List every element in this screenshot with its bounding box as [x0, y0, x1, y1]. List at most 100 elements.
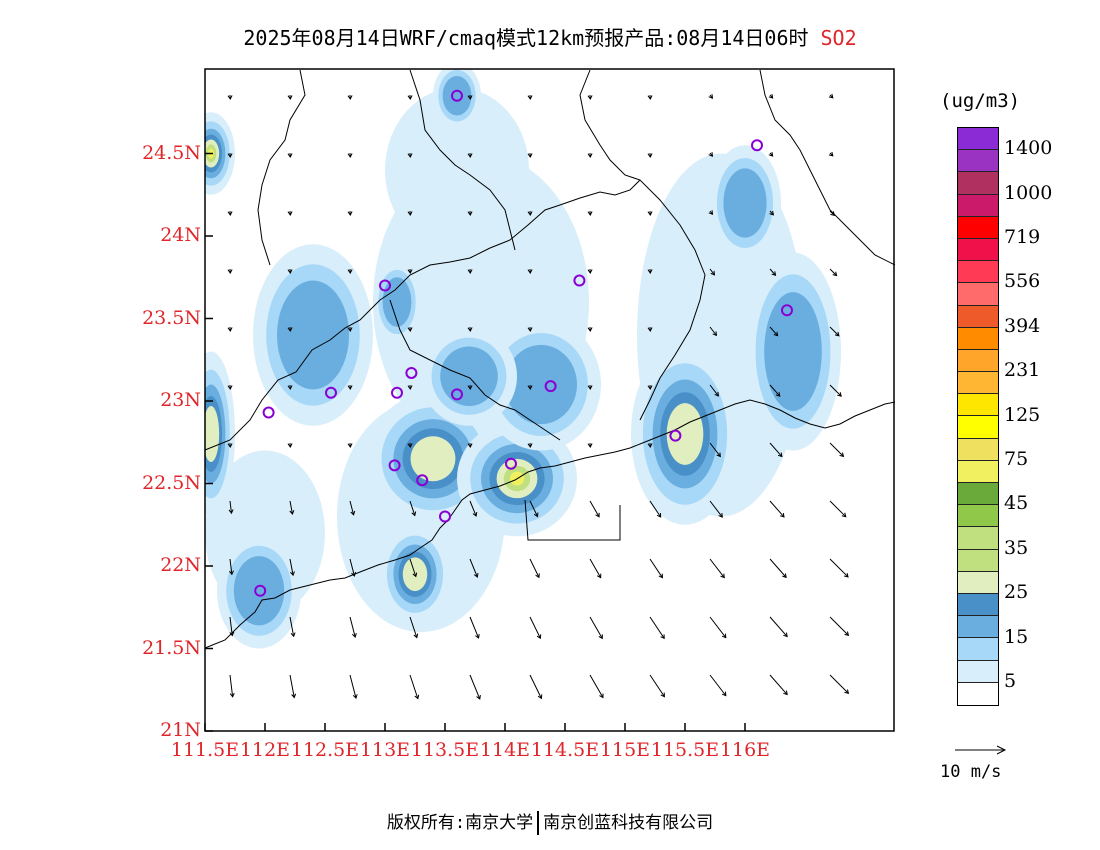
wind-arrow [289, 558, 295, 577]
wind-arrow [768, 151, 774, 157]
legend-level-label: 394 [1004, 314, 1041, 337]
wind-arrow [527, 442, 533, 448]
legend-swatch [958, 416, 998, 439]
wind-arrow [829, 558, 849, 578]
legend-swatch [958, 527, 998, 550]
legend-level-label: 35 [1004, 536, 1029, 559]
wind-arrow [587, 384, 593, 390]
legend-swatch [958, 261, 998, 284]
wind-arrow [647, 326, 653, 332]
legend-level-label: 45 [1004, 492, 1029, 515]
wind-arrow [347, 152, 353, 158]
wind-arrow [349, 558, 356, 577]
wind-arrow [527, 210, 533, 216]
wind-arrow [227, 268, 233, 274]
wind-arrow [829, 500, 847, 518]
legend-level-label: 556 [1004, 270, 1041, 293]
legend-level-label: 1000 [1004, 181, 1053, 204]
legend-swatch [958, 283, 998, 306]
legend-swatch [958, 571, 998, 594]
coastline [204, 399, 896, 649]
wind-arrow [289, 616, 296, 638]
lat-tick-label: 23N [160, 389, 201, 411]
wind-arrow [409, 558, 418, 578]
legend-swatch [958, 194, 998, 217]
footer-left: 版权所有:南京大学 [386, 813, 534, 833]
wind-arrow [349, 674, 358, 700]
wind-arrow [529, 616, 542, 640]
lat-tick-label: 21N [160, 719, 201, 741]
wind-arrow [527, 384, 533, 390]
wind-arrow [708, 94, 714, 99]
wind-arrow [229, 616, 235, 637]
wind-arrow [647, 384, 653, 390]
lat-tick-label: 22N [160, 554, 201, 576]
wind-arrow [768, 93, 774, 99]
province-border [204, 179, 641, 451]
legend-swatch [958, 460, 998, 483]
legend-level-label: 1400 [1004, 137, 1053, 160]
legend-swatch [958, 593, 998, 617]
wind-arrow [287, 94, 293, 100]
legend-level-label: 125 [1004, 403, 1041, 426]
wind-arrow [589, 674, 604, 699]
station-marker [379, 279, 391, 292]
wind-arrow [407, 442, 413, 448]
wind-arrow [527, 152, 533, 158]
concentration-contour [233, 556, 285, 626]
haze-region [385, 87, 529, 253]
station-marker [751, 139, 763, 152]
wind-arrow [587, 152, 593, 158]
legend-swatch [958, 128, 998, 151]
concentration-fill-layer [205, 69, 841, 649]
wind-arrow [347, 326, 353, 332]
axis-ticks [204, 152, 746, 732]
legend-swatch [958, 438, 998, 461]
lon-tick-label: 114E [479, 739, 531, 761]
station-marker [669, 429, 682, 442]
wind-arrow [769, 210, 775, 216]
concentration-contour [723, 168, 767, 238]
wind-arrow [649, 558, 663, 579]
wind-arrow [829, 326, 840, 337]
wind-arrow [527, 94, 533, 100]
wind-arrow [647, 152, 653, 158]
wind-arrow [828, 151, 834, 157]
province-border [389, 299, 561, 441]
wind-reference-arrow [955, 745, 1007, 755]
wind-arrow [287, 326, 293, 332]
legend-swatch [958, 616, 998, 639]
wind-arrow [769, 326, 779, 337]
wind-arrow [647, 442, 653, 448]
wind-arrow [649, 500, 662, 518]
station-marker [505, 457, 517, 470]
station-marker [391, 386, 403, 399]
legend-unit: (ug/m3) [940, 90, 1021, 112]
wind-arrow [228, 500, 234, 515]
legend-level-label: 25 [1004, 581, 1029, 604]
wind-arrow [709, 384, 719, 397]
wind-arrow [467, 210, 473, 216]
wind-arrow [769, 384, 781, 397]
legend-swatch [958, 483, 998, 506]
station-marker [451, 89, 463, 102]
wind-arrow [709, 616, 727, 639]
lon-tick-label: 114.5E [530, 739, 600, 761]
wind-arrow [709, 326, 718, 337]
wind-arrow [527, 268, 533, 274]
footer-separator [537, 811, 540, 835]
wind-arrow [708, 152, 714, 157]
wind-vector-layer [227, 93, 850, 700]
wind-arrow [469, 616, 480, 639]
wind-arrow [227, 94, 233, 100]
wind-arrow [709, 442, 721, 458]
legend-swatch [958, 216, 998, 239]
station-marker [416, 474, 429, 487]
wind-arrow [647, 94, 653, 100]
wind-arrow [407, 152, 413, 158]
wind-arrow [407, 94, 413, 100]
lat-tick-label: 21.5N [142, 636, 201, 659]
wind-arrow [649, 674, 665, 698]
footer-right: 南京创蓝科技有限公司 [543, 813, 714, 833]
wind-arrow [529, 500, 539, 518]
